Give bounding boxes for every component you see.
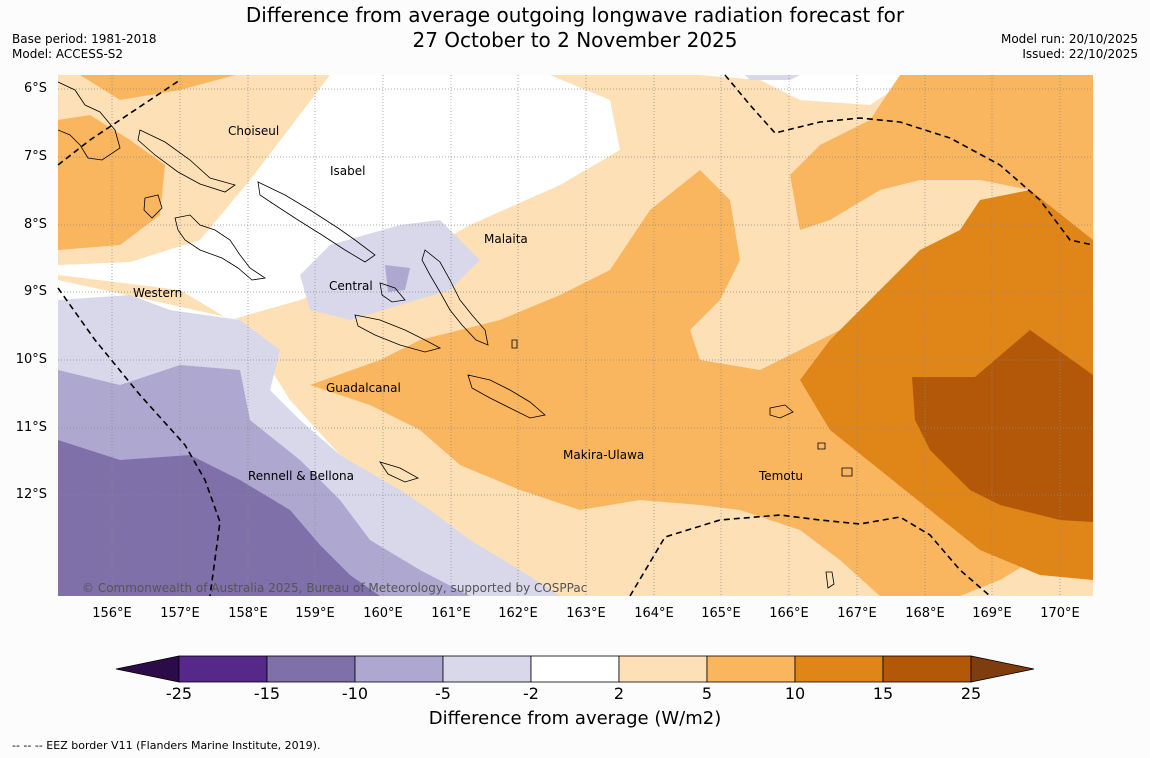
- lon-label: 168°E: [905, 606, 945, 621]
- coastlines: [58, 81, 853, 589]
- santa-cruz-coast: [769, 404, 794, 419]
- lon-label: 166°E: [769, 606, 809, 621]
- place-label-rennell-bellona: Rennell & Bellona: [248, 469, 355, 483]
- place-label-malaita: Malaita: [484, 232, 528, 246]
- colorbar-segment: [794, 655, 884, 683]
- lon-label: 156°E: [92, 606, 132, 621]
- meta-left: Base period: 1981-2018 Model: ACCESS-S2: [12, 32, 157, 62]
- eez-borders: [57, 74, 1094, 597]
- vanikoro-coast: [841, 467, 853, 477]
- eez-border-north: [724, 74, 1094, 246]
- colorbar-tick: -15: [253, 684, 281, 703]
- makira-coast: [467, 374, 546, 419]
- place-label-central: Central: [329, 279, 373, 293]
- colorbar-segment: [706, 655, 796, 683]
- lon-label: 161°E: [431, 606, 471, 621]
- colorbar-tick: -2: [523, 684, 539, 703]
- lon-label: 167°E: [837, 606, 877, 621]
- colorbar-segment: [618, 655, 708, 683]
- place-label-temotu: Temotu: [759, 469, 804, 483]
- place-label-choiseul: Choiseul: [228, 124, 280, 138]
- bougainville-coast: [58, 81, 121, 161]
- lon-label: 158°E: [228, 606, 268, 621]
- colorbar-segment: [354, 655, 444, 683]
- place-label-western: Western: [133, 286, 183, 300]
- field-neg-central-core: [385, 265, 410, 292]
- colorbar-tick: 2: [613, 684, 625, 703]
- field-pos-nw: [58, 115, 165, 250]
- florida-islands-coast: [379, 282, 406, 303]
- new-georgia-coast: [174, 214, 267, 281]
- place-label-isabel: Isabel: [330, 164, 366, 178]
- meta-right: Model run: 20/10/2025 Issued: 22/10/2025: [1001, 32, 1138, 62]
- malaita-coast: [421, 249, 489, 346]
- colorbar-tick: 10: [784, 684, 806, 703]
- colorbar-segment: [530, 655, 620, 683]
- base-period: Base period: 1981-2018: [12, 32, 157, 46]
- title-line-2: 27 October to 2 November 2025: [412, 28, 738, 52]
- lat-label: 11°S: [15, 420, 47, 435]
- place-label-guadalcanal: Guadalcanal: [326, 381, 401, 395]
- eez-border-southwest: [57, 287, 221, 597]
- colorbar-under-arrow: [115, 655, 180, 683]
- colorbar-tick: 25: [960, 684, 982, 703]
- lon-label: 157°E: [160, 606, 200, 621]
- model-name: Model: ACCESS-S2: [12, 47, 124, 61]
- lat-label: 12°S: [15, 487, 47, 502]
- colorbar-segment: [442, 655, 532, 683]
- colorbar-label: Difference from average (W/m2): [428, 708, 722, 729]
- field-pos-5-to-10: [310, 170, 1093, 596]
- chart-title: Difference from average outgoing longwav…: [0, 3, 1150, 53]
- utupua-coast: [817, 442, 826, 450]
- lat-label: 6°S: [23, 81, 47, 96]
- lon-label: 169°E: [972, 606, 1012, 621]
- ulawa-coast: [511, 339, 518, 349]
- guadalcanal-coast: [354, 314, 442, 353]
- colorbar-tick: 5: [701, 684, 713, 703]
- field-pos-nw-edge: [80, 75, 235, 100]
- lat-label: 8°S: [23, 217, 47, 232]
- eez-legend: -- -- -- EEZ border V11 (Flanders Marine…: [12, 739, 321, 752]
- lon-label: 164°E: [634, 606, 674, 621]
- lon-label: 165°E: [701, 606, 741, 621]
- rennell-coast: [379, 461, 420, 483]
- issued-date: Issued: 22/10/2025: [1022, 47, 1138, 61]
- lat-label: 9°S: [23, 284, 47, 299]
- colorbar-segment: [266, 655, 356, 683]
- place-label-makira-ulawa: Makira-Ulawa: [563, 448, 645, 462]
- field-neg-north-edge: [745, 75, 800, 80]
- lon-label: 163°E: [566, 606, 606, 621]
- colorbar-segment: [882, 655, 972, 683]
- colorbar-tick: 15: [872, 684, 894, 703]
- model-run: Model run: 20/10/2025: [1000, 32, 1138, 46]
- colorbar-over-arrow: [970, 655, 1035, 683]
- field-pos-ne: [790, 75, 1093, 235]
- eez-border-south: [629, 514, 991, 597]
- field-pos-15-to-25: [912, 330, 1093, 522]
- colorbar-segments: [115, 655, 1035, 683]
- lon-label: 159°E: [295, 606, 335, 621]
- vella-lavella-coast: [143, 194, 163, 219]
- torres-islet-coast: [825, 571, 835, 589]
- field-neutral-ne: [700, 75, 915, 105]
- copyright-notice: © Commonwealth of Australia 2025, Bureau…: [82, 581, 588, 595]
- colorbar-tick: -25: [165, 684, 193, 703]
- title-line-1: Difference from average outgoing longwav…: [245, 3, 905, 27]
- lat-label: 7°S: [23, 149, 47, 164]
- field-neutral-north: [58, 75, 620, 320]
- colorbar-tick: -5: [435, 684, 451, 703]
- lat-label: 10°S: [15, 352, 47, 367]
- isabel-coast: [257, 181, 376, 263]
- lon-label: 160°E: [363, 606, 403, 621]
- lon-label: 170°E: [1040, 606, 1080, 621]
- lon-label: 162°E: [498, 606, 538, 621]
- colorbar-tick: -10: [341, 684, 369, 703]
- colorbar-segment: [178, 655, 268, 683]
- choiseul-coast: [137, 129, 236, 193]
- eez-border-west: [57, 79, 181, 166]
